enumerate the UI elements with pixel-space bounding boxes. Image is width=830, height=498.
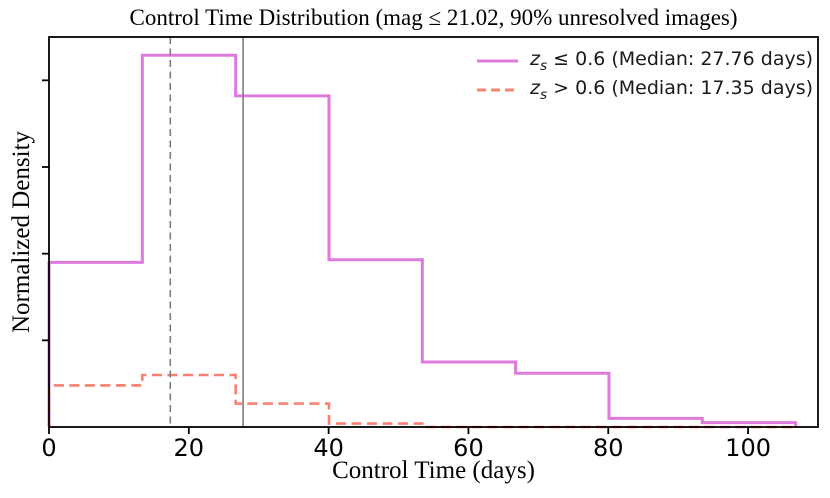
legend-item-zs-le-0.6: zs ≤ 0.6 (Median: 27.76 days) <box>477 48 813 74</box>
legend-label: zs > 0.6 (Median: 17.35 days) <box>530 77 814 103</box>
x-tick-label: 80 <box>593 434 624 462</box>
x-tick-label: 0 <box>41 434 56 462</box>
axes-spines <box>48 36 819 428</box>
legend: zs ≤ 0.6 (Median: 27.76 days) zs > 0.6 (… <box>477 48 813 103</box>
chart-title: Control Time Distribution (mag ≤ 21.02, … <box>129 5 738 30</box>
legend-line-dashed-icon <box>477 88 518 92</box>
x-tick-label: 40 <box>313 434 344 462</box>
legend-label: zs ≤ 0.6 (Median: 27.76 days) <box>530 48 814 74</box>
x-tick-label: 100 <box>725 434 771 462</box>
legend-line-solid-icon <box>477 59 518 63</box>
x-tick-label: 20 <box>174 434 205 462</box>
legend-item-zs-gt-0.6: zs > 0.6 (Median: 17.35 days) <box>477 77 813 103</box>
histogram-zs-le-0.6 <box>47 53 798 427</box>
x-axis-label: Control Time (days) <box>332 457 535 484</box>
x-tick-label: 60 <box>453 434 484 462</box>
